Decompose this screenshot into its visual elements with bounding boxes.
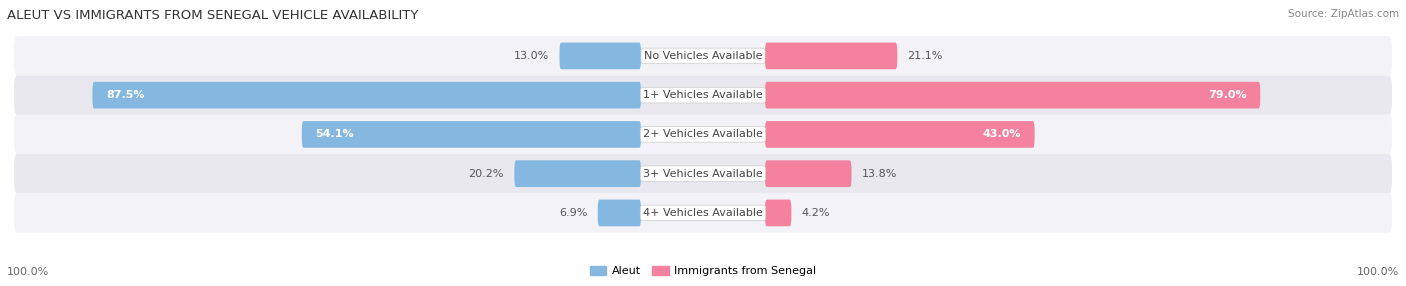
Text: 100.0%: 100.0%: [7, 267, 49, 277]
FancyBboxPatch shape: [598, 200, 641, 226]
FancyBboxPatch shape: [93, 82, 641, 108]
Text: 43.0%: 43.0%: [983, 130, 1021, 139]
FancyBboxPatch shape: [14, 76, 1392, 115]
Text: 3+ Vehicles Available: 3+ Vehicles Available: [643, 169, 763, 179]
Text: No Vehicles Available: No Vehicles Available: [644, 51, 762, 61]
Text: Source: ZipAtlas.com: Source: ZipAtlas.com: [1288, 9, 1399, 19]
FancyBboxPatch shape: [14, 36, 1392, 76]
FancyBboxPatch shape: [765, 82, 1260, 108]
FancyBboxPatch shape: [765, 200, 792, 226]
Legend: Aleut, Immigrants from Senegal: Aleut, Immigrants from Senegal: [585, 261, 821, 281]
Text: 21.1%: 21.1%: [908, 51, 943, 61]
FancyBboxPatch shape: [515, 160, 641, 187]
Text: 100.0%: 100.0%: [1357, 267, 1399, 277]
Text: 4.2%: 4.2%: [801, 208, 830, 218]
FancyBboxPatch shape: [14, 193, 1392, 233]
Text: 13.0%: 13.0%: [515, 51, 550, 61]
Text: 87.5%: 87.5%: [107, 90, 145, 100]
FancyBboxPatch shape: [765, 121, 1035, 148]
Text: 54.1%: 54.1%: [315, 130, 354, 139]
Text: ALEUT VS IMMIGRANTS FROM SENEGAL VEHICLE AVAILABILITY: ALEUT VS IMMIGRANTS FROM SENEGAL VEHICLE…: [7, 9, 419, 21]
FancyBboxPatch shape: [14, 115, 1392, 154]
FancyBboxPatch shape: [14, 154, 1392, 193]
Text: 20.2%: 20.2%: [468, 169, 503, 179]
Text: 6.9%: 6.9%: [560, 208, 588, 218]
Text: 13.8%: 13.8%: [862, 169, 897, 179]
FancyBboxPatch shape: [765, 43, 897, 69]
Text: 1+ Vehicles Available: 1+ Vehicles Available: [643, 90, 763, 100]
FancyBboxPatch shape: [560, 43, 641, 69]
Text: 2+ Vehicles Available: 2+ Vehicles Available: [643, 130, 763, 139]
FancyBboxPatch shape: [302, 121, 641, 148]
FancyBboxPatch shape: [765, 160, 852, 187]
Text: 4+ Vehicles Available: 4+ Vehicles Available: [643, 208, 763, 218]
Text: 79.0%: 79.0%: [1208, 90, 1247, 100]
